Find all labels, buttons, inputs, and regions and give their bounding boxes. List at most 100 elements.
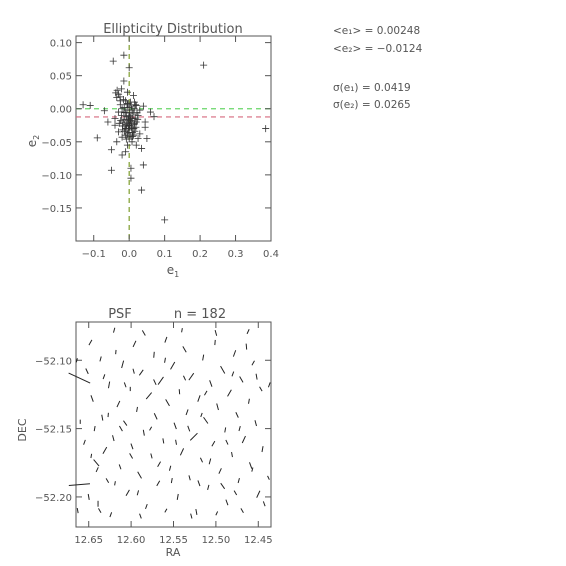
psf-whisker	[246, 329, 250, 335]
psf-whisker	[141, 330, 146, 336]
data-point	[139, 161, 147, 169]
y-tick-label: 0.05	[50, 72, 72, 83]
psf-whisker	[239, 376, 244, 383]
psf-whisker	[68, 483, 90, 487]
ellipticity-points	[79, 51, 270, 224]
psf-whisker	[142, 429, 145, 436]
psf-whisker	[90, 453, 93, 459]
psf-whisker	[227, 389, 232, 397]
data-point	[116, 93, 124, 101]
psf-whisker	[157, 461, 162, 467]
data-point	[127, 133, 135, 141]
data-point	[122, 131, 130, 139]
data-point	[111, 115, 119, 123]
psf-whisker	[85, 368, 89, 375]
psf-whisker	[168, 465, 172, 471]
x-tick-label: 0.3	[228, 249, 244, 260]
mean-e1-text: <e₁> = 0.00248	[333, 25, 420, 37]
psf-whisker	[119, 425, 123, 432]
psf-whisker	[113, 327, 116, 333]
data-point	[116, 101, 124, 109]
psf-whisker	[231, 371, 235, 377]
psf-whisker	[99, 356, 102, 362]
psf-whisker	[75, 358, 78, 363]
psf-axis-ticks: 12.65 12.60 12.55 12.50 12.45 −52.10 −52.15 −52…	[35, 322, 273, 546]
data-point	[200, 61, 208, 69]
psf-whisker	[118, 464, 122, 470]
psf-whisker	[116, 400, 121, 408]
psf-whisker	[76, 508, 79, 514]
psf-whisker	[235, 412, 239, 418]
psf-whisker	[214, 329, 218, 336]
data-point	[121, 109, 129, 117]
data-point	[133, 109, 141, 117]
psf-whisker	[112, 435, 115, 442]
psf-whisker	[153, 413, 158, 420]
data-point	[132, 101, 140, 109]
data-point	[120, 95, 128, 103]
psf-whisker	[125, 489, 130, 497]
psf-whisker	[114, 481, 116, 486]
data-point	[118, 151, 126, 159]
ellipticity-plot-frame	[75, 35, 272, 242]
psf-whisker	[248, 398, 250, 404]
data-point	[107, 146, 115, 154]
psf-whisker	[170, 361, 176, 370]
psf-whisker	[262, 501, 266, 507]
data-point	[161, 216, 169, 224]
psf-whisker	[203, 416, 209, 424]
ellipticity-y-axis-label: e2	[25, 135, 41, 147]
psf-whisker	[145, 503, 148, 510]
mean-e2-text: <e₂> = −0.0124	[333, 43, 423, 55]
x-tick-label: 12.60	[117, 535, 146, 546]
psf-whisker	[93, 426, 96, 432]
psf-x-axis-label: RA	[166, 546, 181, 559]
x-tick-label: 12.50	[202, 535, 231, 546]
y-tick-label: 0.00	[50, 105, 72, 116]
psf-whisker	[254, 420, 257, 427]
psf-whisker	[195, 508, 198, 515]
data-point	[118, 122, 126, 130]
psf-whisker	[123, 382, 127, 388]
psf-whisker	[189, 432, 198, 441]
psf-whisker	[101, 414, 104, 421]
psf-whisker	[88, 339, 93, 346]
psf-whisker	[83, 439, 86, 445]
psf-whisker	[153, 379, 157, 386]
psf-whisker	[187, 425, 191, 432]
data-point	[136, 130, 144, 138]
psf-whisker	[145, 392, 153, 400]
psf-whisker	[149, 426, 153, 431]
psf-whisker	[130, 443, 134, 450]
data-point	[262, 125, 270, 133]
psf-whisker	[199, 457, 204, 463]
data-point	[139, 102, 147, 110]
psf-whisker	[164, 357, 166, 363]
data-point	[126, 118, 134, 126]
data-point	[138, 144, 146, 152]
psf-whisker	[267, 382, 271, 388]
data-point	[104, 118, 112, 126]
psf-whisker	[95, 467, 99, 473]
psf-whisker	[251, 360, 255, 366]
data-point	[141, 123, 149, 131]
ellipticity-x-axis-label: e1	[167, 263, 179, 279]
psf-whisker	[267, 475, 270, 480]
psf-whisker	[185, 409, 189, 416]
y-tick-label: −0.10	[41, 171, 72, 182]
x-tick-label: 0.1	[157, 249, 173, 260]
psf-whisker	[197, 395, 201, 402]
psf-whisker	[179, 448, 185, 456]
psf-whisker	[162, 438, 165, 444]
ellipticity-panel: Ellipticity Distribution −0.1 0.0 0.1 0.2 0.…	[25, 22, 279, 279]
data-point	[122, 148, 130, 156]
data-point	[122, 135, 130, 143]
data-point	[123, 88, 131, 96]
psf-whisker	[137, 471, 142, 479]
y-tick-label: 0.10	[50, 39, 72, 50]
data-point	[123, 130, 131, 138]
psf-whisker	[233, 490, 238, 496]
psf-whisker	[138, 369, 144, 376]
data-point	[113, 94, 121, 101]
